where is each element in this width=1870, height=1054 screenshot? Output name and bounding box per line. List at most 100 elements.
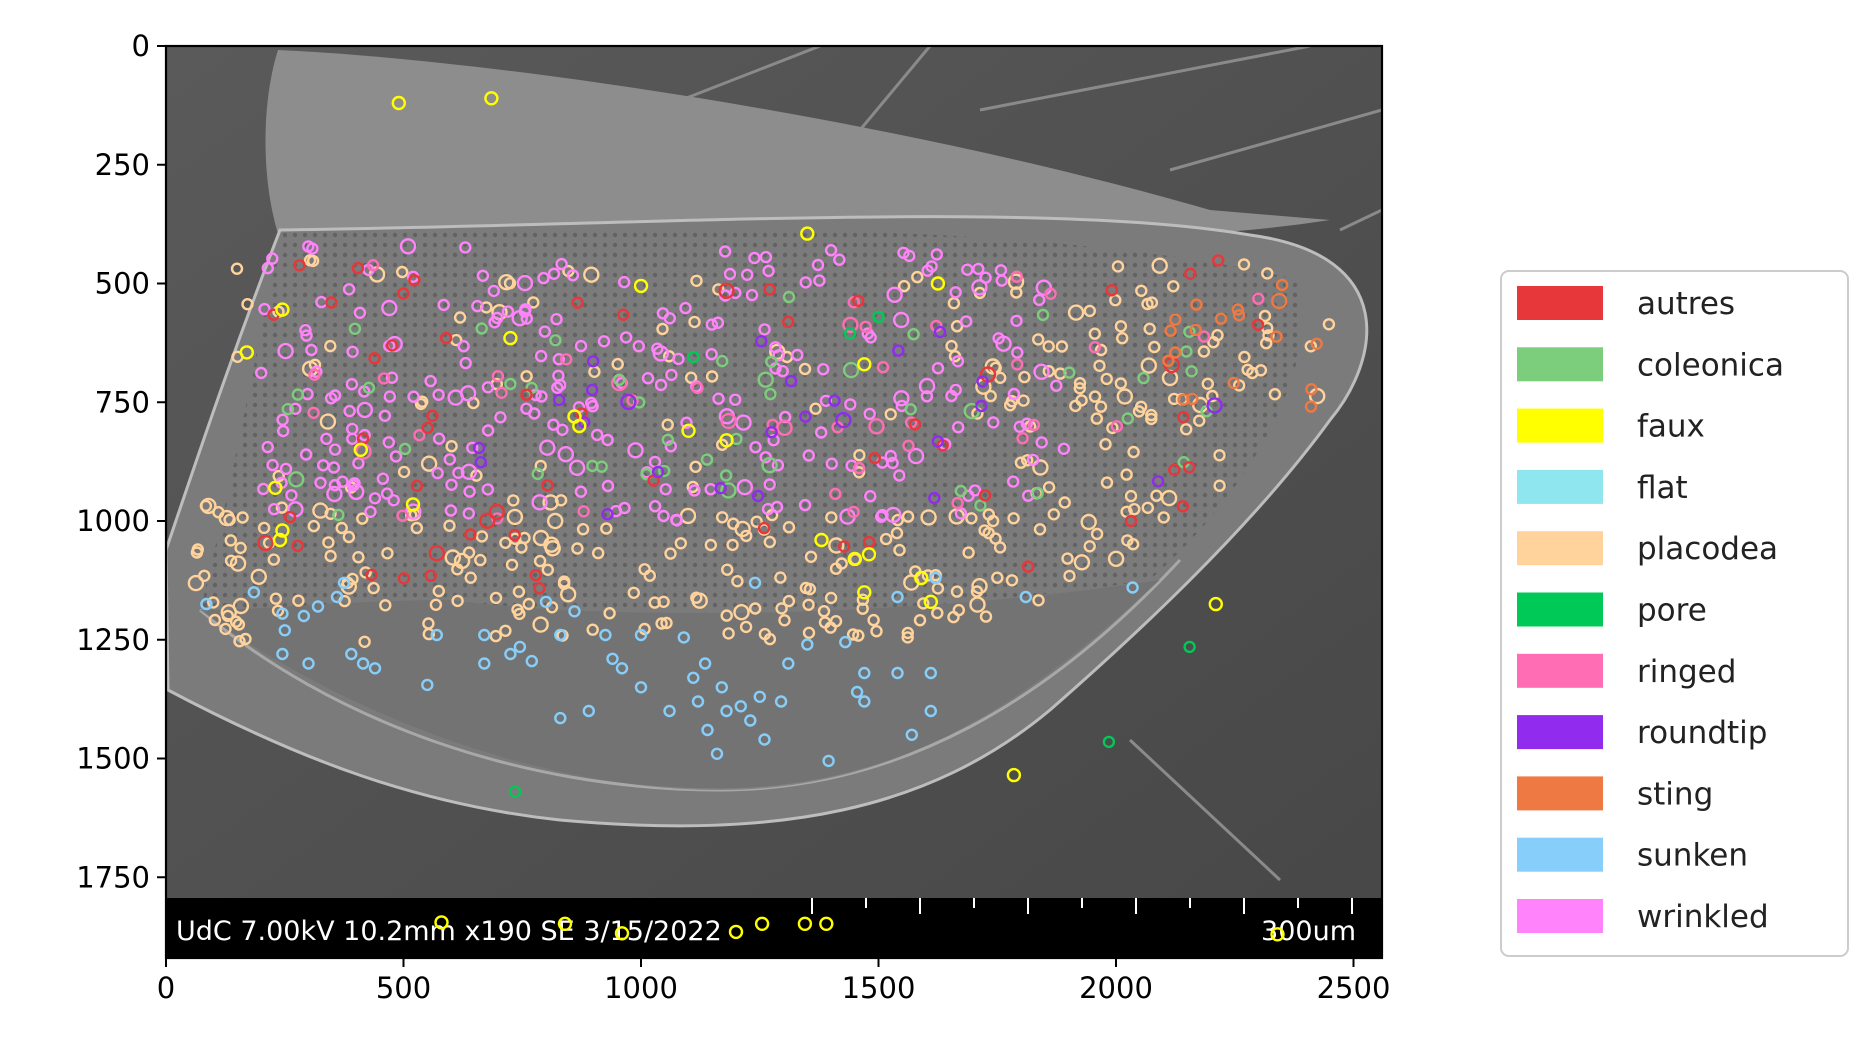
sunken-marker — [430, 628, 443, 642]
wrinkled-marker — [551, 381, 564, 394]
faux-marker — [681, 423, 696, 438]
placodea-marker — [1061, 552, 1074, 565]
placodea-marker — [592, 546, 605, 560]
placodea-marker — [341, 576, 354, 589]
placodea-marker — [229, 615, 243, 628]
placodea-marker — [1246, 366, 1259, 380]
wrinkled-marker — [763, 478, 776, 491]
sunken-marker — [801, 638, 814, 651]
faux-marker — [819, 916, 834, 931]
placodea-marker — [230, 262, 244, 275]
placodea-marker — [474, 553, 487, 567]
ringed-marker — [396, 509, 409, 522]
placodea-marker — [1094, 400, 1108, 413]
wrinkled-marker — [566, 269, 580, 282]
placodea-marker — [705, 370, 719, 383]
legend-swatch-faux — [1517, 408, 1603, 443]
placodea-marker — [1080, 513, 1097, 531]
coleonica-marker — [904, 403, 917, 416]
plot-frame — [164, 44, 1384, 960]
wrinkled-marker — [951, 355, 965, 368]
wrinkled-marker — [767, 434, 780, 447]
wrinkled-marker — [471, 299, 484, 313]
placodea-marker — [1258, 309, 1272, 323]
wrinkled-marker — [277, 342, 294, 360]
wrinkled-marker — [300, 329, 313, 342]
sunken-marker — [525, 654, 538, 668]
wrinkled-marker — [305, 343, 318, 357]
wrinkled-marker — [925, 260, 938, 273]
coleonica-marker — [720, 482, 737, 499]
wrinkled-marker — [424, 374, 437, 388]
placodea-marker — [798, 362, 812, 376]
wrinkled-marker — [825, 457, 838, 470]
legend-label-wrinkled: wrinkled — [1637, 899, 1769, 935]
sunken-marker — [504, 647, 517, 661]
wrinkled-marker — [387, 494, 400, 507]
placodea-marker — [200, 497, 217, 515]
sunken-marker — [734, 700, 747, 713]
placodea-marker — [965, 512, 978, 525]
wrinkled-marker — [657, 509, 670, 523]
placodea-marker — [1088, 327, 1102, 340]
placodea-marker — [1063, 569, 1076, 583]
placodea-marker — [656, 322, 669, 336]
placodea-marker — [897, 279, 911, 293]
placodea-marker — [809, 402, 822, 415]
wrinkled-marker — [992, 332, 1005, 345]
legend-label-coleonica: coleonica — [1637, 347, 1784, 383]
ringed-marker — [1011, 358, 1024, 371]
placodea-marker — [1141, 501, 1155, 514]
legend-swatch-roundtip — [1517, 715, 1603, 750]
faux-marker — [275, 302, 290, 317]
wrinkled-marker — [705, 348, 718, 361]
wrinkled-marker — [266, 252, 279, 265]
wrinkled-marker — [659, 483, 672, 496]
faux-marker — [797, 916, 813, 931]
placodea-marker — [690, 274, 703, 287]
coleonica-marker — [291, 388, 305, 401]
ringed-marker — [766, 418, 779, 431]
wrinkled-marker — [432, 388, 445, 401]
placodea-marker — [414, 397, 428, 411]
wrinkled-marker — [844, 398, 857, 411]
placodea-marker — [775, 602, 788, 615]
placodea-marker — [1090, 412, 1104, 425]
hair-bristle-5 — [1128, 738, 1282, 882]
placodea-marker — [576, 523, 590, 536]
ringed-marker — [413, 429, 426, 442]
sunken-marker — [858, 666, 871, 680]
wrinkled-marker — [279, 462, 293, 476]
placodea-marker — [571, 542, 584, 555]
wrinkled-marker — [356, 401, 373, 419]
faux-marker — [484, 91, 499, 106]
wrinkled-marker — [918, 377, 936, 395]
placodea-marker — [603, 607, 616, 620]
sunken-marker — [720, 704, 733, 718]
wrinkled-marker — [385, 371, 399, 384]
placodea-marker — [1067, 304, 1085, 321]
placodea-marker — [913, 614, 927, 627]
scale-ticks — [811, 898, 1353, 914]
placodea-marker — [507, 494, 520, 507]
placodea-marker — [993, 541, 1007, 554]
ringed-marker — [876, 361, 890, 374]
hair-bristle-3 — [979, 46, 1311, 112]
sunken-marker — [478, 628, 491, 642]
ringed-marker — [1027, 418, 1041, 432]
placodea-marker — [503, 277, 517, 290]
wrinkled-marker — [364, 505, 377, 518]
wrinkled-marker — [476, 269, 490, 282]
placodea-marker — [688, 315, 701, 329]
wrinkled-marker — [798, 498, 812, 512]
placodea-marker — [275, 501, 289, 514]
faux-marker — [857, 357, 872, 372]
placodea-marker — [522, 597, 535, 611]
wrinkled-marker — [817, 363, 830, 376]
sunken-marker — [345, 647, 358, 661]
pore-marker — [872, 310, 885, 323]
placodea-marker — [187, 574, 205, 592]
x-tick-label: 500 — [376, 971, 431, 1005]
placodea-marker — [1197, 345, 1211, 358]
coleonica-marker — [954, 484, 968, 498]
